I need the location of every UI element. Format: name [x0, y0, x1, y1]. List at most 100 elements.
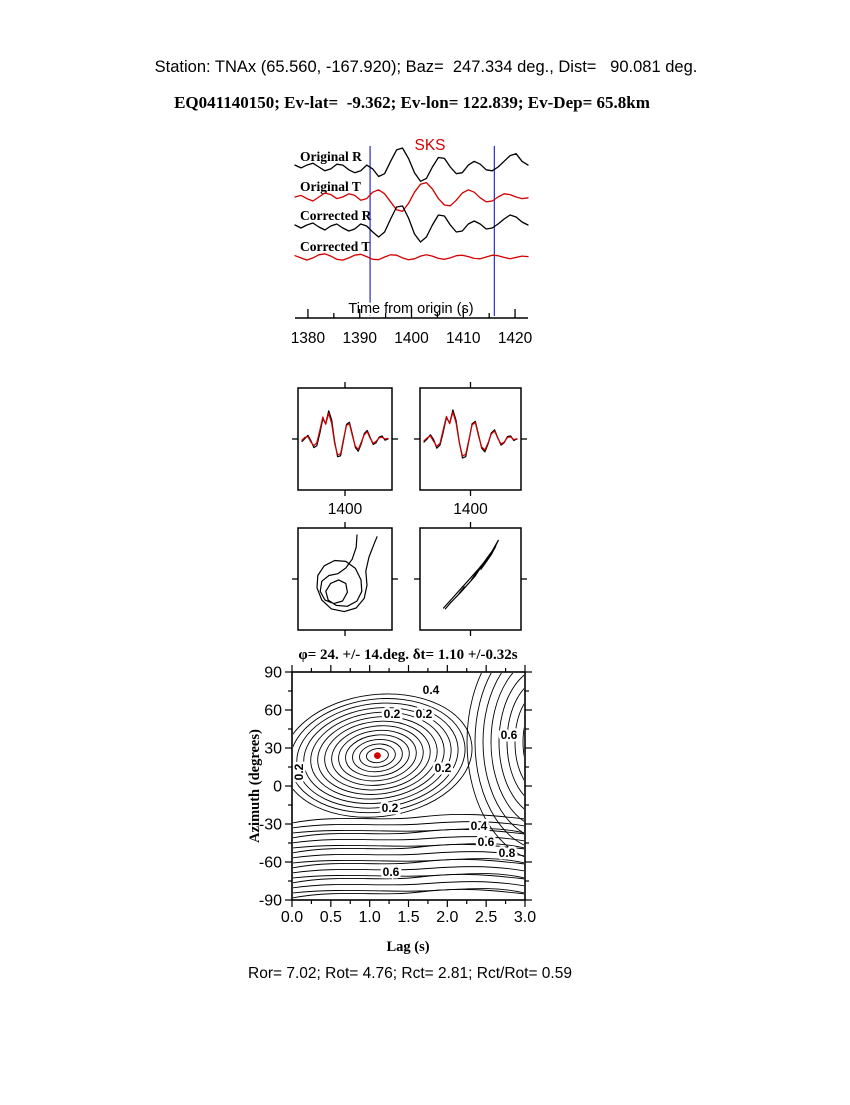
fast-slow-overlay-right: 1400 [414, 382, 527, 518]
contour-annotation: 0.2 [384, 707, 401, 721]
time-tick-label: 1400 [394, 330, 429, 347]
trace-corrected-r [294, 205, 529, 243]
contour-band-line [293, 858, 524, 864]
contour-ring [293, 693, 473, 818]
contour-ring [310, 711, 445, 800]
azimuth-tick-label: 0 [273, 779, 282, 796]
phase-label-sks: SKS [414, 137, 445, 154]
contour-arc-right [466, 673, 524, 858]
contour-annotation: 0.6 [501, 728, 518, 742]
time-tick-label: 1410 [446, 330, 481, 347]
contour-band-line [293, 843, 524, 849]
lag-tick-label: 3.0 [514, 909, 536, 926]
contour-annotation: 0.6 [383, 865, 400, 879]
azimuth-tick-label: 30 [264, 741, 282, 758]
trace-label-corrected-t: Corrected T [300, 239, 370, 254]
contour-band-line [293, 813, 524, 824]
contour-band-line [293, 843, 524, 854]
particle-motion-corrected [414, 522, 527, 636]
contour-annotation: 0.2 [292, 763, 306, 780]
azimuth-tick-label: -90 [259, 893, 282, 910]
event-title: EQ041140150; Ev-lat= -9.362; Ev-lon= 122… [174, 93, 650, 112]
contour-band-line [293, 858, 524, 869]
azimuth-tick-label: -60 [259, 855, 282, 872]
contour-ring [352, 738, 403, 773]
lag-tick-label: 1.0 [359, 909, 381, 926]
particle-motion-path [442, 539, 499, 610]
contour-band-line [293, 821, 524, 829]
trace-label-corrected-r: Corrected R [300, 208, 372, 223]
contour-ring [331, 725, 424, 786]
time-tick-label: 1380 [291, 330, 326, 347]
trace-original-r [294, 147, 529, 182]
waveform-panel: SKS Original R Original T Corrected R Co… [294, 137, 529, 316]
x-tick-label: 1400 [328, 501, 363, 518]
contour-ring [324, 720, 431, 791]
lag-tick-label: 2.0 [436, 909, 458, 926]
contour-ring [359, 743, 396, 768]
contour-ring [317, 716, 438, 795]
contour-band-line [293, 888, 524, 894]
contour-band-line [293, 828, 524, 839]
error-surface-panel: φ= 24. +/- 14.deg. δt= 1.10 +/-0.32s 0.4… [247, 647, 536, 955]
contour-band-line [293, 881, 524, 889]
azimuth-tick-label: 60 [264, 703, 282, 720]
contour-band-line [293, 866, 524, 874]
x-tick-label: 1400 [453, 501, 488, 518]
series-slow [301, 412, 389, 456]
station-title: Station: TNAx (65.560, -167.920); Baz= 2… [155, 58, 698, 76]
energy-ratio-stats: Ror= 7.02; Rot= 4.76; Rct= 2.81; Rct/Rot… [248, 965, 572, 982]
contour-band-line [293, 873, 524, 884]
contour-arc-right [474, 673, 524, 846]
particle-motion-path [316, 534, 378, 613]
contour-band-line [293, 836, 524, 844]
lag-axis-title: Lag (s) [386, 939, 429, 955]
contour-ring [303, 707, 452, 805]
azimuth-tick-label: 90 [264, 665, 282, 682]
contour-arc-right [506, 688, 524, 796]
time-axis: Time from origin (s) 1380 1390 1400 1410 142… [291, 299, 533, 348]
contour-ring [296, 702, 459, 809]
lag-tick-label: 2.5 [475, 909, 497, 926]
trace-corrected-t [294, 253, 529, 261]
contour-ring [366, 748, 389, 764]
contour-band-line [293, 888, 524, 899]
trace-original-t [294, 181, 529, 213]
contour-annotation: 0.4 [471, 819, 488, 833]
lag-tick-label: 0.5 [320, 909, 342, 926]
contour-band-line [293, 828, 524, 834]
trace-label-original-t: Original T [300, 179, 361, 194]
contour-arc-right [522, 726, 524, 758]
contour-annotation: 0.8 [499, 846, 516, 860]
fast-slow-overlay-left: 1400 [292, 382, 398, 518]
contour-frame: 0.0 0.5 1.0 1.5 2.0 2.5 3.0 90 60 30 0 -30 -60 -90 [259, 665, 536, 927]
trace-label-original-r: Original R [300, 149, 362, 164]
contour-arc-right [490, 673, 524, 822]
contour-arc-right [482, 673, 524, 834]
splitting-result-title: φ= 24. +/- 14.deg. δt= 1.10 +/-0.32s [298, 647, 517, 663]
contour-annotation: 0.2 [435, 761, 452, 775]
azimuth-axis-title: Azimuth (degrees) [247, 729, 263, 843]
azimuth-tick-label: -30 [259, 817, 282, 834]
contour-arc-right [514, 703, 524, 781]
series-slow [423, 411, 518, 457]
contour-annotation: 0.2 [416, 707, 433, 721]
contour-ring [338, 729, 417, 782]
lag-tick-label: 0.0 [281, 909, 303, 926]
contour-arc-right [498, 674, 524, 810]
contour-band-line [293, 873, 524, 879]
time-tick-label: 1390 [342, 330, 377, 347]
contour-ring [345, 734, 410, 777]
best-fit-marker [374, 752, 381, 759]
time-tick-label: 1420 [498, 330, 533, 347]
contour-band-line [293, 851, 524, 859]
contour-lines: 0.4 0.2 0.2 0.2 0.2 0.6 0.2 0.4 0.6 0.8 0.6 [292, 673, 524, 899]
contour-annotation: 0.4 [423, 683, 440, 697]
particle-motion-original [292, 522, 398, 636]
contour-ring [293, 698, 466, 814]
contour-annotation: 0.6 [478, 835, 495, 849]
contour-annotation: 0.2 [382, 801, 399, 815]
